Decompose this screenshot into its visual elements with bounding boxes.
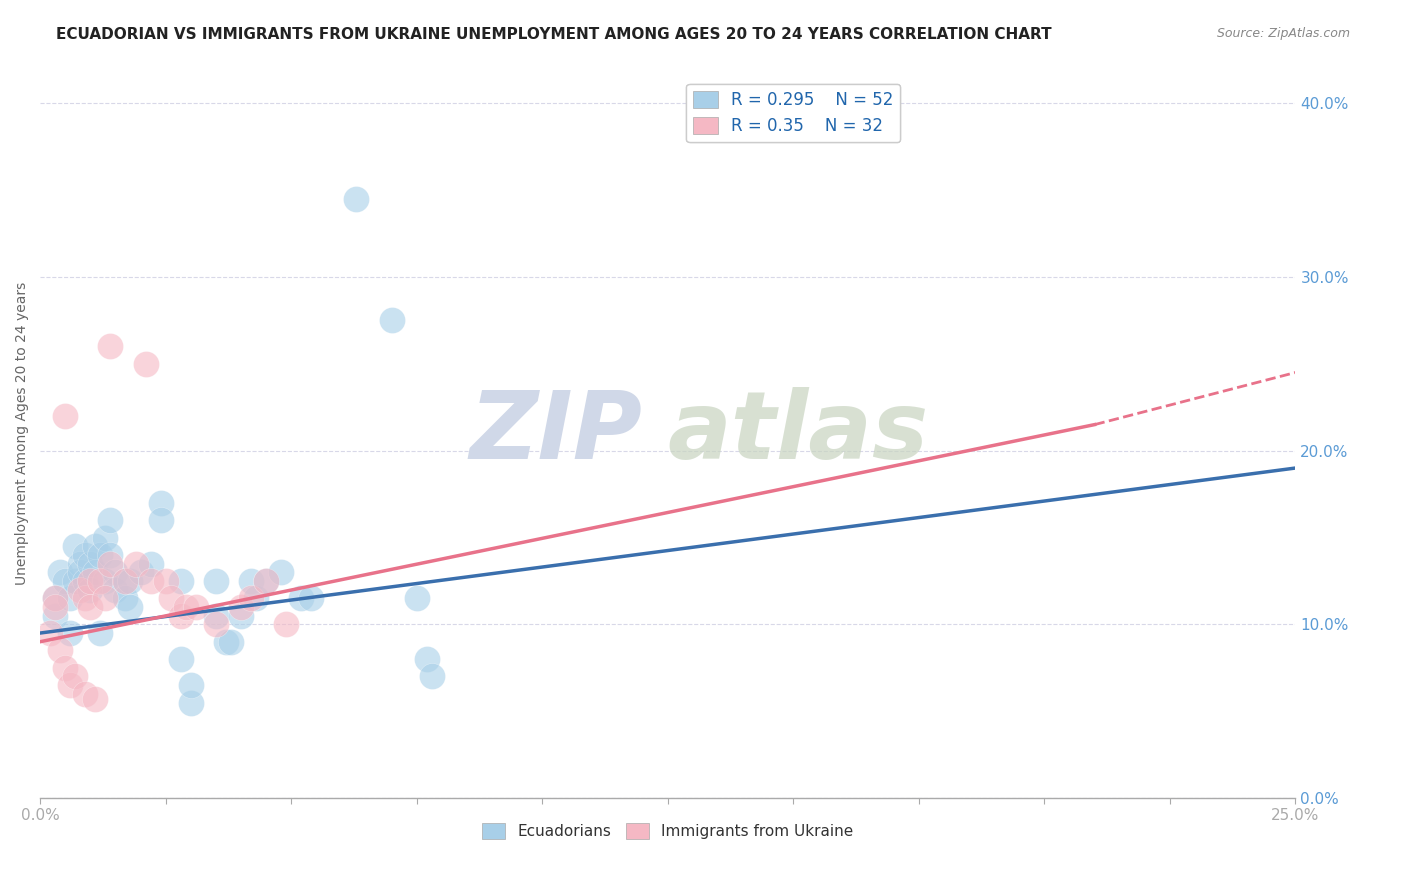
Point: [129, 566, 152, 580]
Point: [75, 687, 97, 701]
Point: [69, 557, 91, 571]
Point: [75, 548, 97, 562]
Point: [89, 548, 111, 562]
Text: ZIP: ZIP: [470, 387, 643, 479]
Point: [79, 582, 101, 597]
Point: [149, 513, 172, 527]
Point: [39, 626, 62, 640]
Point: [215, 634, 238, 648]
Point: [69, 582, 91, 597]
Point: [120, 599, 142, 614]
Point: [254, 574, 277, 588]
Text: atlas: atlas: [668, 387, 929, 479]
Point: [170, 608, 193, 623]
Point: [120, 574, 142, 588]
Point: [184, 599, 207, 614]
Point: [94, 574, 117, 588]
Point: [245, 591, 267, 606]
Point: [229, 608, 252, 623]
Point: [94, 591, 117, 606]
Point: [290, 591, 312, 606]
Point: [59, 591, 82, 606]
Point: [84, 692, 107, 706]
Point: [229, 599, 252, 614]
Point: [75, 591, 97, 606]
Point: [69, 566, 91, 580]
Point: [270, 566, 292, 580]
Point: [65, 539, 87, 553]
Point: [104, 566, 127, 580]
Point: [79, 599, 101, 614]
Point: [114, 591, 136, 606]
Point: [53, 661, 76, 675]
Point: [139, 557, 162, 571]
Point: [79, 574, 101, 588]
Point: [89, 574, 111, 588]
Point: [174, 599, 197, 614]
Point: [59, 626, 82, 640]
Point: [84, 566, 107, 580]
Point: [299, 591, 322, 606]
Point: [53, 574, 76, 588]
Point: [405, 591, 427, 606]
Point: [53, 409, 76, 423]
Point: [84, 539, 107, 553]
Point: [124, 557, 146, 571]
Point: [44, 591, 66, 606]
Point: [420, 669, 443, 683]
Point: [65, 669, 87, 683]
Point: [276, 617, 298, 632]
Point: [100, 513, 122, 527]
Point: [100, 339, 122, 353]
Point: [75, 574, 97, 588]
Point: [59, 678, 82, 692]
Point: [180, 696, 202, 710]
Point: [205, 617, 228, 632]
Point: [94, 531, 117, 545]
Point: [346, 192, 368, 206]
Point: [135, 357, 157, 371]
Legend: R = 0.295    N = 52, R = 0.35    N = 32: R = 0.295 N = 52, R = 0.35 N = 32: [686, 84, 900, 142]
Point: [89, 626, 111, 640]
Point: [104, 582, 127, 597]
Point: [49, 566, 72, 580]
Point: [79, 557, 101, 571]
Point: [416, 652, 439, 666]
Point: [159, 591, 181, 606]
Point: [100, 557, 122, 571]
Point: [100, 548, 122, 562]
Point: [381, 313, 404, 327]
Point: [205, 608, 228, 623]
Point: [205, 574, 228, 588]
Point: [44, 608, 66, 623]
Point: [170, 652, 193, 666]
Text: ECUADORIAN VS IMMIGRANTS FROM UKRAINE UNEMPLOYMENT AMONG AGES 20 TO 24 YEARS COR: ECUADORIAN VS IMMIGRANTS FROM UKRAINE UN…: [56, 27, 1052, 42]
Point: [65, 574, 87, 588]
Y-axis label: Unemployment Among Ages 20 to 24 years: Unemployment Among Ages 20 to 24 years: [15, 282, 30, 585]
Point: [44, 599, 66, 614]
Text: Source: ZipAtlas.com: Source: ZipAtlas.com: [1216, 27, 1350, 40]
Point: [114, 574, 136, 588]
Point: [155, 574, 177, 588]
Point: [149, 496, 172, 510]
Point: [139, 574, 162, 588]
Point: [240, 591, 263, 606]
Point: [170, 574, 193, 588]
Point: [180, 678, 202, 692]
Point: [254, 574, 277, 588]
Point: [219, 634, 242, 648]
Point: [114, 574, 136, 588]
Point: [240, 574, 263, 588]
Point: [49, 643, 72, 657]
Point: [44, 591, 66, 606]
